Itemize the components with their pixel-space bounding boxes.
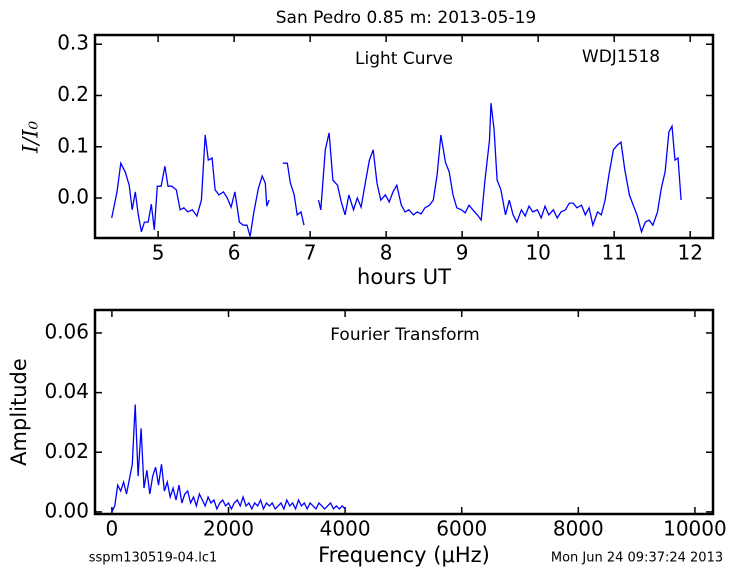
y-tick-label: 0.00 — [44, 498, 89, 522]
y-tick-label: 0.0 — [57, 185, 89, 209]
y-tick-label: 0.04 — [44, 379, 89, 403]
data-line — [111, 103, 682, 237]
y-tick-label: 0.1 — [57, 133, 89, 157]
x-tick-label: 6000 — [436, 517, 487, 541]
x-tick-label: 8 — [380, 241, 393, 265]
x-tick-label: 6 — [228, 241, 241, 265]
y-axis-label: Amplitude — [7, 358, 31, 466]
footer-date: Mon Jun 24 09:37:24 2013 — [551, 551, 723, 566]
x-axis-label: Frequency (μHz) — [318, 543, 490, 567]
x-tick-label: 9 — [456, 241, 469, 265]
x-tick-label: 8000 — [553, 517, 604, 541]
x-axis-label: hours UT — [357, 265, 451, 289]
y-tick-label: 0.02 — [44, 439, 89, 463]
y-tick-label: 0.2 — [57, 82, 89, 106]
y-tick-label: 0.06 — [44, 319, 89, 343]
data-line — [111, 404, 346, 513]
x-tick-label: 0 — [106, 517, 119, 541]
y-axis-label: I/I₀ — [19, 120, 43, 154]
x-tick-label: 4000 — [320, 517, 371, 541]
y-tick-label: 0.3 — [57, 31, 89, 55]
footer-file: sspm130519-04.lc1 — [89, 551, 217, 566]
x-tick-label: 11 — [601, 241, 626, 265]
axes-frame — [93, 308, 715, 516]
x-tick-label: 7 — [304, 241, 317, 265]
x-tick-label: 5 — [152, 241, 165, 265]
x-tick-label: 10 — [525, 241, 550, 265]
annotation: Fourier Transform — [330, 325, 479, 345]
x-tick-label: 10000 — [663, 517, 727, 541]
x-tick-label: 2000 — [203, 517, 254, 541]
x-tick-label: 12 — [677, 241, 702, 265]
annotation: WDJ1518 — [582, 47, 660, 67]
annotation: Light Curve — [355, 49, 453, 69]
axes-frame — [93, 33, 715, 240]
chart-title: San Pedro 0.85 m: 2013-05-19 — [276, 8, 536, 28]
